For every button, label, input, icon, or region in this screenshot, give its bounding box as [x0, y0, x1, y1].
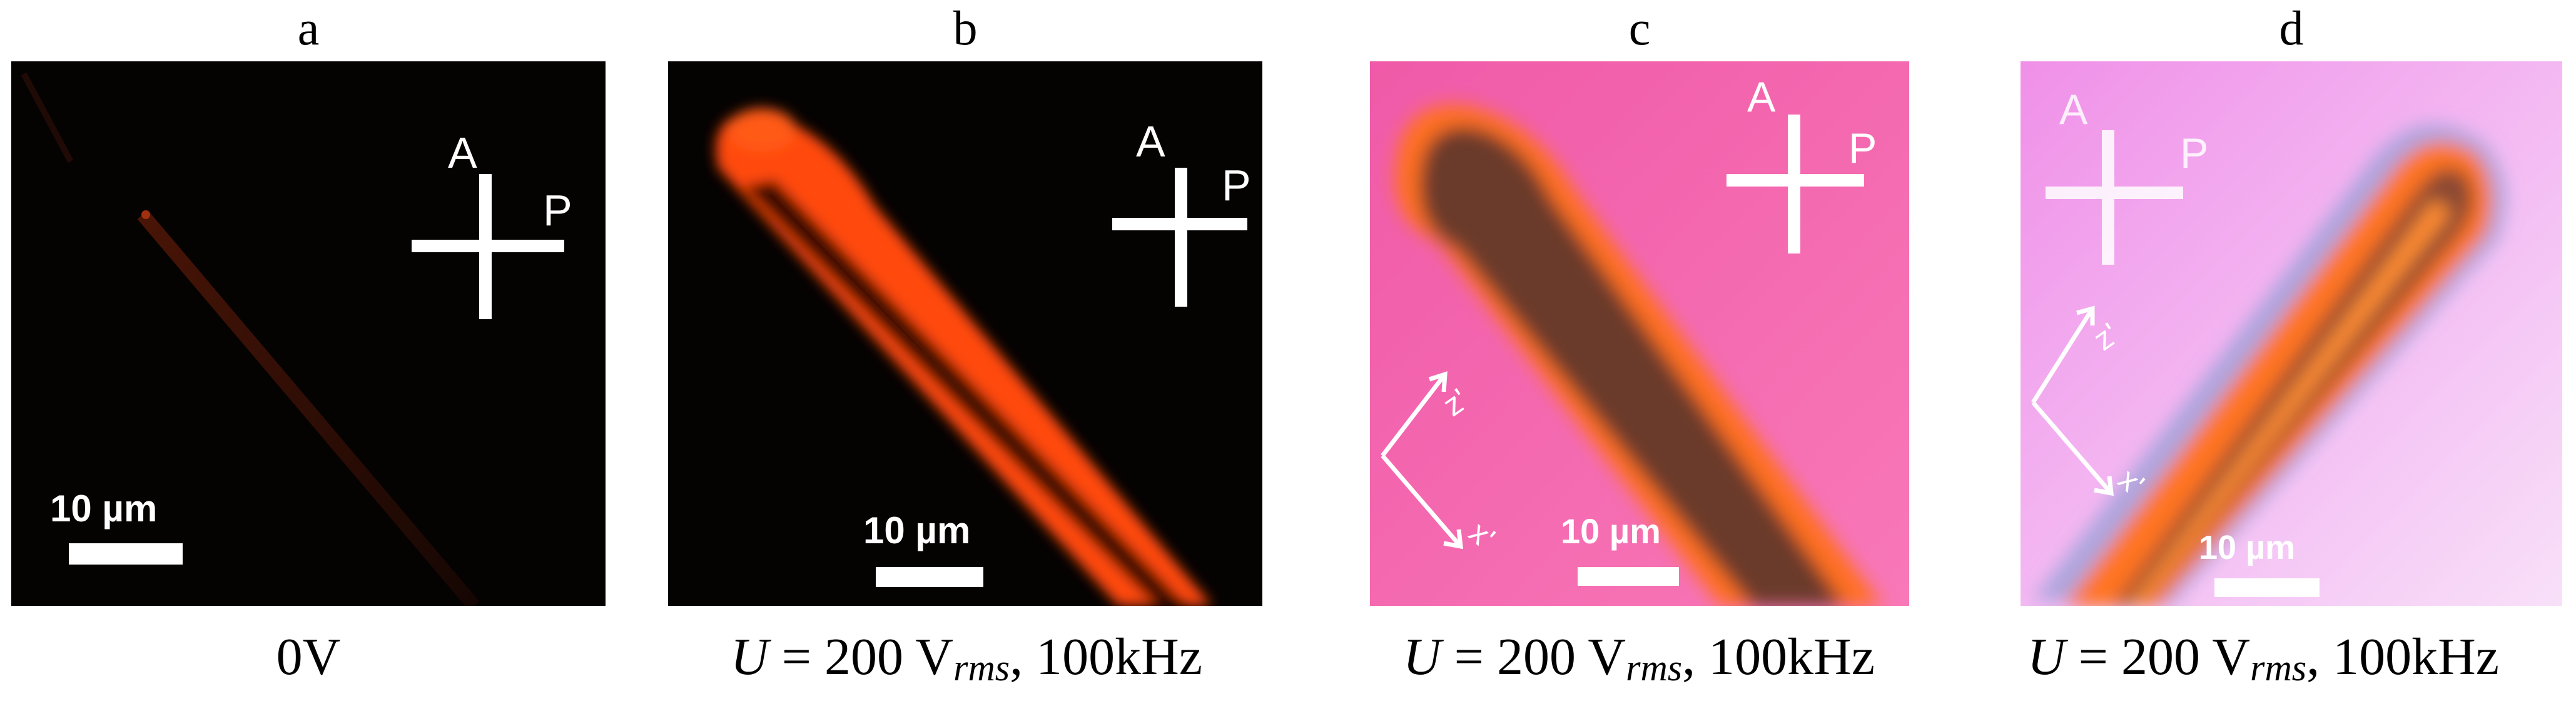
micrograph-c-image: A P z' x' 10 µm — [1370, 61, 1909, 606]
fiber-shape — [1395, 105, 1883, 606]
caption-variable: U — [730, 628, 769, 686]
analyzer-label: A — [2059, 86, 2088, 133]
caption-variable: U — [2027, 628, 2066, 686]
panel-letter-a: a — [297, 1, 320, 55]
micrograph-panel-d: A P z' x' 10 µm — [2021, 61, 2562, 606]
micrograph-panel-b: A P 10 µm — [668, 61, 1262, 606]
scale-bar-label: 10 µm — [2199, 529, 2295, 566]
polarizer-cross-icon — [412, 174, 564, 319]
panel-caption-d: U = 200 Vrms, 100kHz — [1950, 623, 2576, 692]
micrograph-b-image: A P 10 µm — [668, 61, 1262, 606]
polarizer-cross-icon — [1727, 115, 1864, 253]
caption-tail: , 100kHz — [1010, 628, 1203, 686]
micrograph-panel-a: A P 10 µm — [11, 61, 606, 606]
scale-bar — [876, 567, 983, 587]
caption-text: 0V — [276, 628, 341, 686]
caption-equals: = 200 V — [1441, 628, 1626, 686]
fiber-shape — [137, 210, 480, 606]
caption-subscript: rms — [1626, 647, 1683, 688]
polarizer-label: P — [543, 186, 572, 235]
polarizer-label: P — [1222, 161, 1251, 210]
analyzer-label: A — [448, 128, 477, 177]
fiber-shape — [2033, 125, 2506, 606]
caption-variable: U — [1402, 628, 1441, 686]
scale-bar-label: 10 µm — [50, 488, 157, 530]
fiber-shape — [716, 108, 1212, 606]
analyzer-label: A — [1747, 73, 1776, 121]
polarizer-label: P — [2180, 130, 2208, 177]
caption-equals: = 200 V — [2065, 628, 2251, 686]
polarizer-cross-icon — [1112, 168, 1247, 307]
caption-tail: , 100kHz — [2306, 628, 2500, 686]
polarizer-cross-icon — [2046, 130, 2183, 265]
analyzer-label: A — [1136, 117, 1165, 166]
panel-caption-c: U = 200 Vrms, 100kHz — [1301, 623, 1977, 692]
caption-subscript: rms — [953, 647, 1010, 688]
panel-letter-c: c — [1628, 1, 1651, 55]
scale-bar-label: 10 µm — [1561, 511, 1661, 551]
scale-bar — [69, 543, 183, 565]
scale-bar — [1578, 567, 1679, 586]
scale-bar-label: 10 µm — [863, 509, 970, 551]
polarizer-label: P — [1848, 125, 1877, 172]
micrograph-panel-c: A P z' x' 10 µm — [1370, 61, 1909, 606]
axes-icon — [2031, 305, 2114, 496]
panel-letter-b: b — [953, 1, 978, 55]
micrograph-d-image: A P z' x' 10 µm — [2021, 61, 2562, 606]
panel-letter-d: d — [2279, 1, 2304, 55]
panel-caption-a: 0V — [11, 623, 606, 692]
micrograph-a-image: A P 10 µm — [11, 61, 606, 606]
scale-bar — [2214, 578, 2320, 597]
caption-tail: , 100kHz — [1682, 628, 1875, 686]
axes-icon — [1381, 371, 1463, 550]
caption-subscript: rms — [2250, 647, 2307, 688]
caption-equals: = 200 V — [768, 628, 954, 686]
panel-caption-b: U = 200 Vrms, 100kHz — [626, 623, 1307, 692]
